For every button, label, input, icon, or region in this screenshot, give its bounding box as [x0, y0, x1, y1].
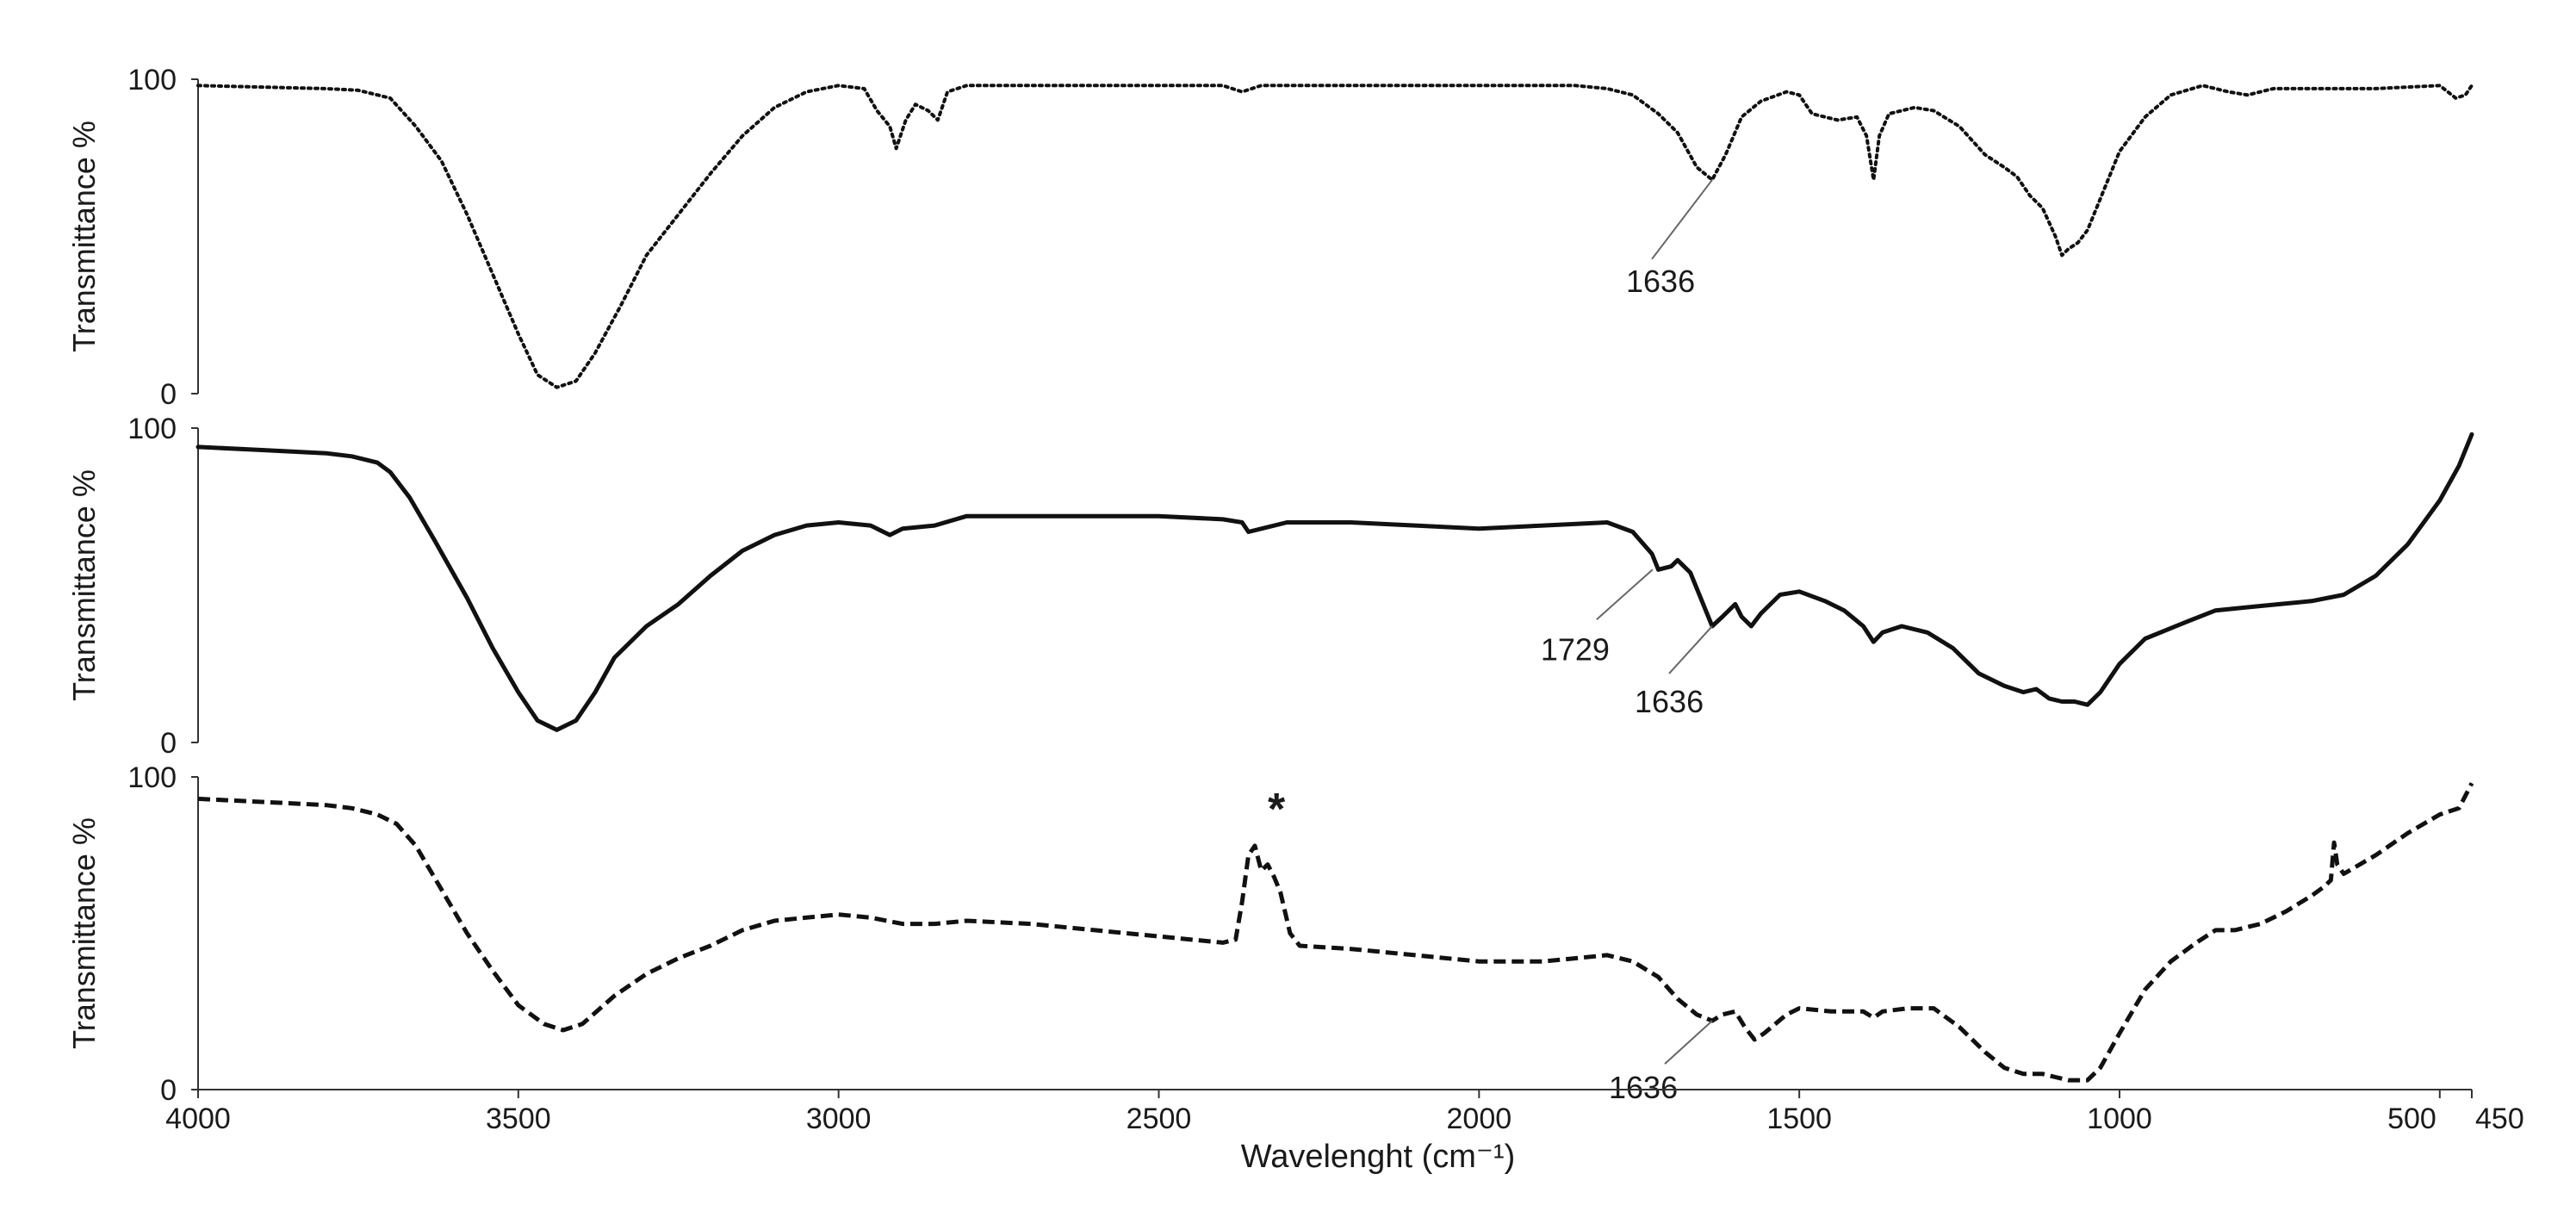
panel-2: 0 100 Transmittance % 1729 1636 — [66, 413, 2474, 760]
x-tick-label: 3000 — [806, 1103, 872, 1135]
annotation-asterisk: * — [1268, 785, 1286, 835]
annotation-leader-line — [1596, 568, 1654, 620]
x-axis: 4000 3500 3000 2500 2000 1500 1000 500 450 — [165, 1089, 2524, 1135]
y-tick-label: 0 — [160, 727, 177, 760]
annotation-leader-line — [1668, 625, 1713, 674]
y-tick-label: 0 — [160, 1074, 177, 1107]
y-axis-label: Transmittance % — [66, 469, 102, 701]
annotation-label: 1729 — [1541, 631, 1610, 667]
x-tick-label: 450 — [2475, 1103, 2524, 1135]
annotation-label: 1636 — [1626, 264, 1695, 299]
annotation-label: 1636 — [1609, 1070, 1678, 1105]
y-axis-label: Transmittance % — [66, 817, 102, 1049]
x-tick-label: 3500 — [486, 1103, 551, 1135]
x-tick-label: 1500 — [1766, 1103, 1832, 1135]
spectrum-line-dotted — [196, 84, 2474, 389]
y-tick-label: 0 — [160, 378, 177, 411]
x-tick-label: 4000 — [165, 1103, 231, 1135]
x-tick-label: 500 — [2387, 1103, 2436, 1135]
y-axis-label: Transmittance % — [66, 121, 102, 352]
annotation-leader-line — [1664, 1020, 1713, 1065]
panel-1: 0 100 Transmittance % 1636 — [66, 64, 2474, 411]
x-axis-label: Wavelenght (cm⁻¹) — [1241, 1139, 1516, 1175]
y-tick-label: 100 — [127, 413, 177, 445]
spectrum-line-solid — [196, 432, 2474, 732]
annotation-label: 1636 — [1635, 684, 1704, 719]
spectrum-line-dashed — [197, 782, 2474, 1083]
x-tick-label: 1000 — [2087, 1103, 2152, 1135]
annotation-leader-line — [1651, 179, 1713, 260]
y-tick-label: 100 — [127, 64, 177, 96]
panel-3: 0 100 Transmittance % 1636 * — [66, 761, 2474, 1107]
x-tick-label: 2000 — [1447, 1103, 1512, 1135]
y-tick-label: 100 — [127, 761, 177, 794]
x-tick-label: 2500 — [1127, 1103, 1192, 1135]
